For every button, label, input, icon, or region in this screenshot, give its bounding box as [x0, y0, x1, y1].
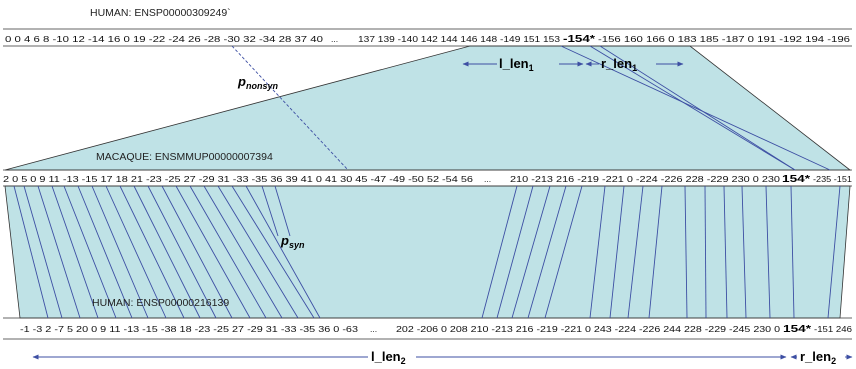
r-len2-label: r_len2 [800, 349, 836, 366]
middle-species-label: MACAQUE: ENSMMUP00000007394 [96, 151, 273, 163]
lower-alignment-lines-right [481, 185, 841, 319]
p-nonsyn-label: pnonsyn [237, 74, 278, 91]
bottom-sequence-left: -1 -3 2 -7 5 20 0 9 11 -13 -15 -38 18 -2… [20, 324, 358, 334]
r-len1-label: r_len1 [601, 56, 637, 73]
top-sequence-right: -156 160 166 0 183 185 -187 0 191 -192 1… [598, 34, 850, 44]
top-species-label: HUMAN: ENSP00000309249` [90, 7, 231, 19]
l-len2-label: l_len2 [371, 349, 406, 366]
l-len1-label: l_len1 [499, 56, 534, 73]
bottom-species-label: HUMAN: ENSP00000216139 [92, 297, 229, 309]
middle-sequence-ellipsis: ... [484, 174, 491, 184]
upper-alignment-lines [560, 45, 831, 171]
lower-alignment-lines-left [13, 185, 321, 319]
p-syn-label: psyn [280, 233, 305, 250]
top-sequence-ellipsis: ... [331, 34, 338, 44]
top-sequence-left: 0 0 4 6 8 -10 12 -14 16 0 19 -22 -24 26 … [5, 34, 323, 44]
bottom-sequence-right: -151 246 [814, 324, 852, 334]
top-sequence-highlight: -154* [563, 34, 595, 45]
bottom-sequence-ellipsis: ... [370, 324, 377, 334]
bottom-sequence-highlight: 154* [783, 324, 811, 335]
middle-sequence-left: 2 0 5 0 9 11 -13 -15 17 18 21 -23 -25 27… [3, 174, 473, 184]
middle-sequence-highlight: 154* [782, 174, 810, 185]
middle-sequence-right: -235 -151 [813, 174, 852, 184]
top-sequence-middle: 137 139 -140 142 144 146 148 -149 151 15… [358, 34, 560, 44]
nonsyn-dashed-line [231, 45, 349, 171]
bottom-sequence-middle: 202 -206 0 208 210 -213 216 -219 -221 0 … [396, 324, 780, 334]
middle-sequence-middle: 210 -213 216 -219 -221 0 -224 -226 228 -… [510, 174, 780, 184]
